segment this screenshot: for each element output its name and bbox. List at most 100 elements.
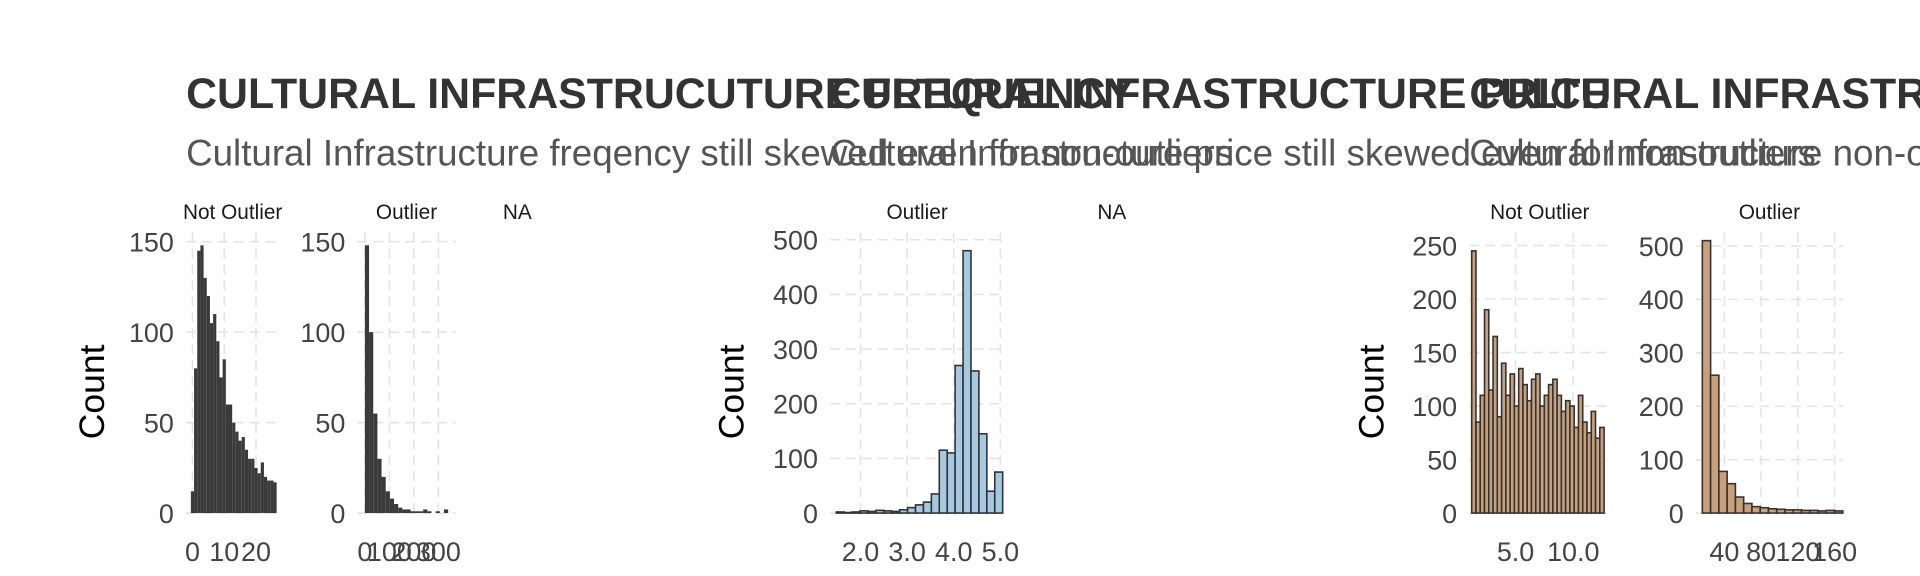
x-tick-label: 0 (357, 537, 372, 567)
histogram-bar (254, 467, 258, 514)
y-tick-label: 250 (1412, 231, 1457, 261)
y-tick-label: 200 (773, 390, 818, 420)
facet-label: Not Outlier (183, 201, 282, 224)
y-tick-label: 400 (1639, 285, 1684, 315)
histogram-bar (1775, 508, 1786, 514)
histogram-bar (1599, 426, 1605, 514)
histogram-bar (1784, 509, 1795, 514)
y-tick-label: 150 (129, 227, 174, 257)
x-tick-label: 200 (391, 537, 436, 567)
histogram-bar (1833, 510, 1844, 514)
y-tick-label: 400 (773, 280, 818, 310)
x-tick-label: 300 (416, 537, 461, 567)
x-tick-label: 3.0 (888, 537, 925, 567)
histogram-bar (270, 480, 274, 514)
facet-label: Not Outlier (1490, 201, 1589, 224)
histogram-bar (843, 511, 853, 514)
histogram-bar (203, 277, 207, 514)
y-axis-label: Count (711, 344, 751, 439)
histogram-bar (993, 471, 1004, 514)
x-tick-label: 10.0 (1547, 537, 1599, 567)
histogram-bar (930, 493, 941, 514)
histogram-bar (1809, 509, 1819, 514)
histogram-bar (427, 511, 432, 514)
histogram-bar (962, 249, 972, 514)
y-tick-label: 100 (1412, 392, 1457, 422)
histogram-bar (263, 476, 268, 514)
histogram-bar (978, 433, 988, 514)
x-tick-label: 80 (1746, 537, 1776, 567)
x-tick-label: 20 (241, 537, 271, 567)
histogram-bar (377, 458, 382, 514)
x-tick-label: 5.0 (1497, 537, 1534, 567)
histogram-bar (1718, 470, 1728, 514)
histogram-bar (890, 510, 901, 514)
histogram-bar (369, 332, 374, 514)
histogram-bar (435, 511, 440, 514)
y-tick-label: 500 (1639, 232, 1684, 262)
histogram-bar (238, 440, 242, 514)
histogram-bar (875, 509, 885, 514)
y-tick-label: 150 (1412, 338, 1457, 368)
chart-subtitle: Cultural Infrastructure non-outliers rou… (1469, 132, 1920, 173)
histogram-bar (213, 314, 217, 514)
facet-label: Outlier (887, 201, 948, 224)
histogram-bar (1759, 506, 1770, 514)
facet-label: NA (1097, 201, 1126, 224)
y-tick-label: 50 (1427, 445, 1457, 475)
histogram-bar (381, 476, 386, 514)
histogram-bar (835, 511, 845, 514)
y-tick-label: 300 (773, 335, 818, 365)
histogram-bar (251, 458, 255, 514)
y-tick-label: 100 (129, 318, 174, 348)
histogram-bar (867, 510, 877, 514)
histogram-bar (954, 364, 964, 514)
histogram-bar (423, 509, 428, 514)
histogram-bar (373, 413, 378, 514)
histogram-bar (1825, 509, 1836, 514)
histogram-bar (216, 341, 220, 514)
histogram-bar (229, 404, 233, 514)
histogram-bar (197, 250, 201, 514)
x-tick-label: 40 (1709, 537, 1739, 567)
histogram-bar (225, 404, 230, 514)
histogram-bar (248, 458, 252, 514)
y-tick-label: 200 (1639, 392, 1684, 422)
y-axis-label: Count (72, 344, 112, 439)
y-tick-label: 0 (159, 499, 174, 529)
chart-title: CULTURAL INFRASTRUCTURE PRICE (830, 70, 1609, 118)
y-tick-label: 0 (330, 499, 345, 529)
y-tick-label: 100 (1639, 445, 1684, 475)
y-tick-label: 300 (1639, 339, 1684, 369)
x-tick-label: 100 (367, 537, 412, 567)
histogram-bar (389, 498, 395, 514)
y-tick-label: 50 (144, 408, 174, 438)
histogram-bar (1470, 250, 1477, 514)
histogram-bar (410, 511, 415, 514)
histogram-bar (222, 359, 226, 514)
x-tick-label: 4.0 (935, 537, 972, 567)
y-tick-label: 0 (1442, 499, 1457, 529)
y-tick-label: 200 (1412, 285, 1457, 315)
x-tick-label: 2.0 (842, 537, 879, 567)
histogram-bar (398, 507, 403, 514)
x-tick-label: 160 (1812, 537, 1857, 567)
chart-subtitle: Cultural Infrastructure price still skew… (830, 132, 1816, 173)
histogram-bar (244, 449, 249, 514)
histogram-bar (859, 510, 869, 514)
histogram-bar (232, 422, 236, 514)
x-tick-label: 5.0 (982, 537, 1019, 567)
histogram-bar (444, 509, 449, 514)
facet-label: NA (503, 201, 532, 224)
histogram-bar (938, 449, 949, 514)
y-tick-label: 100 (300, 318, 345, 348)
histogram-bar (1742, 502, 1753, 514)
histogram-bar (209, 323, 214, 514)
y-axis-label: Count (1352, 344, 1392, 439)
histogram-bar (260, 462, 264, 514)
histogram-bar (219, 377, 223, 514)
histogram-bar (946, 452, 956, 514)
histogram-bar (1817, 510, 1828, 514)
histogram-bar (1709, 374, 1720, 514)
